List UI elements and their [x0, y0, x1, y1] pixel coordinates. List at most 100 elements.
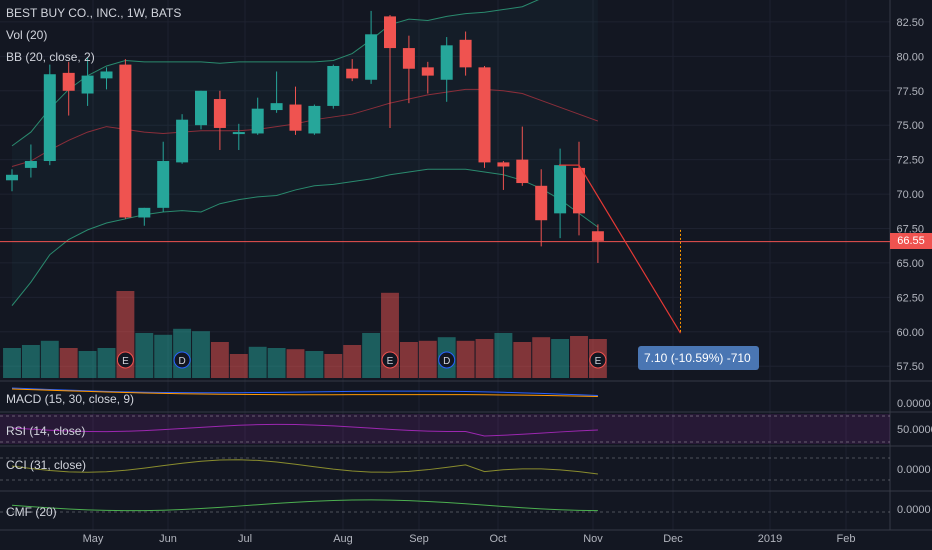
volume-bar	[399, 342, 418, 378]
price-tick-label: 80.00	[896, 51, 924, 63]
projection-line	[578, 164, 682, 334]
volume-bar	[192, 331, 210, 378]
last-price-tag: 66.55	[890, 233, 932, 249]
ticker-title: BEST BUY CO., INC., 1W, BATS	[6, 6, 182, 20]
volume-bar	[513, 342, 532, 378]
candle	[440, 37, 453, 102]
volume-bar	[59, 348, 78, 378]
price-tick-label: 82.50	[896, 17, 924, 29]
candle-body	[440, 45, 453, 80]
price-tick-label: 67.50	[896, 223, 924, 235]
candle-body	[516, 159, 529, 184]
price-tick-label: 75.00	[896, 120, 924, 132]
candle-body	[43, 74, 56, 162]
candle	[478, 65, 491, 168]
volume-bar	[456, 340, 475, 378]
volume-label: Vol (20)	[6, 28, 48, 42]
volume-bar	[267, 348, 286, 378]
price-axis[interactable]: 82.50 80.00 77.50 75.00 72.50 70.00 67.50 65.00…	[896, 17, 924, 373]
candle-body	[421, 67, 434, 76]
candle-body	[535, 185, 548, 221]
time-tick-label: Oct	[489, 533, 506, 545]
price-tick-label: 72.50	[896, 155, 924, 167]
event-circle	[116, 351, 134, 369]
time-tick-label: Nov	[583, 533, 603, 545]
event-label: D	[443, 356, 450, 367]
measurement-label[interactable]: 7.10 (-10.59%) -710	[638, 346, 759, 370]
event-badge: D	[173, 351, 191, 369]
event-badge: D	[438, 351, 456, 369]
candle-body	[327, 65, 340, 106]
candle-body	[62, 72, 75, 91]
macd-value: 0.0000	[897, 398, 931, 410]
candle	[119, 59, 132, 219]
price-tick-label: 62.50	[896, 292, 924, 304]
candle	[251, 97, 264, 135]
volume-bars	[3, 291, 607, 378]
time-tick-label: 2019	[758, 533, 782, 545]
time-tick-label: Dec	[663, 533, 683, 545]
volume-bar	[362, 333, 381, 378]
candles	[6, 10, 604, 263]
event-label: E	[387, 356, 394, 367]
cci-line	[11, 459, 598, 475]
candle	[100, 67, 113, 90]
cmf-line	[11, 499, 598, 512]
rsi-line	[11, 423, 598, 437]
time-tick-label: Feb	[837, 533, 856, 545]
price-tick-label: 70.00	[896, 189, 924, 201]
volume-bar	[135, 333, 154, 378]
bollinger-band-fill	[12, 0, 598, 306]
bollinger-basis	[11, 88, 599, 168]
volume-bar	[494, 333, 513, 378]
candle-body	[81, 75, 94, 94]
rsi-value: 50.0000	[897, 424, 932, 436]
volume-bar	[343, 345, 362, 378]
price-tick-label: 60.00	[896, 327, 924, 339]
volume-bar	[551, 339, 570, 378]
event-label: E	[595, 356, 602, 367]
bollinger-lower	[11, 168, 599, 306]
event-badge: E	[589, 351, 607, 369]
candle-body	[100, 71, 113, 79]
time-tick-label: Jun	[159, 533, 177, 545]
candle	[573, 141, 585, 236]
candle	[346, 59, 359, 82]
candle-body	[213, 99, 226, 128]
candle	[421, 61, 434, 94]
volume-bar	[418, 340, 437, 378]
rsi-label: RSI (14, close)	[6, 424, 86, 438]
volume-bar	[154, 334, 173, 378]
price-tick-label: 57.50	[896, 361, 924, 373]
candle	[327, 64, 340, 109]
candle	[402, 35, 415, 104]
time-tick-label: Aug	[333, 533, 353, 545]
volume-bar	[229, 354, 248, 378]
candle	[24, 144, 37, 178]
candle-body	[591, 231, 604, 241]
candle-body	[24, 161, 37, 168]
candle	[554, 148, 567, 239]
candle-body	[138, 207, 151, 218]
rsi-band	[0, 414, 890, 444]
event-circle	[381, 351, 399, 369]
candle-body	[402, 48, 415, 69]
volume-bar	[475, 339, 494, 378]
candle-body	[573, 167, 585, 214]
time-tick-label: Sep	[409, 533, 429, 545]
event-circle	[438, 351, 456, 369]
volume-bar	[324, 354, 343, 378]
candle-body	[497, 162, 510, 167]
candle	[535, 169, 548, 247]
candle	[43, 64, 56, 166]
time-axis[interactable]: May Jun Jul Aug Sep Oct Nov Dec 2019 Feb	[83, 533, 856, 545]
candle-body	[308, 105, 321, 134]
candle	[384, 15, 396, 128]
candle	[195, 90, 207, 130]
indicator-panes	[0, 380, 932, 513]
candle	[62, 61, 75, 116]
bollinger-upper	[11, 0, 539, 147]
candle	[270, 71, 283, 113]
cmf-value: 0.0000	[897, 504, 931, 516]
macd-signal	[11, 388, 598, 398]
